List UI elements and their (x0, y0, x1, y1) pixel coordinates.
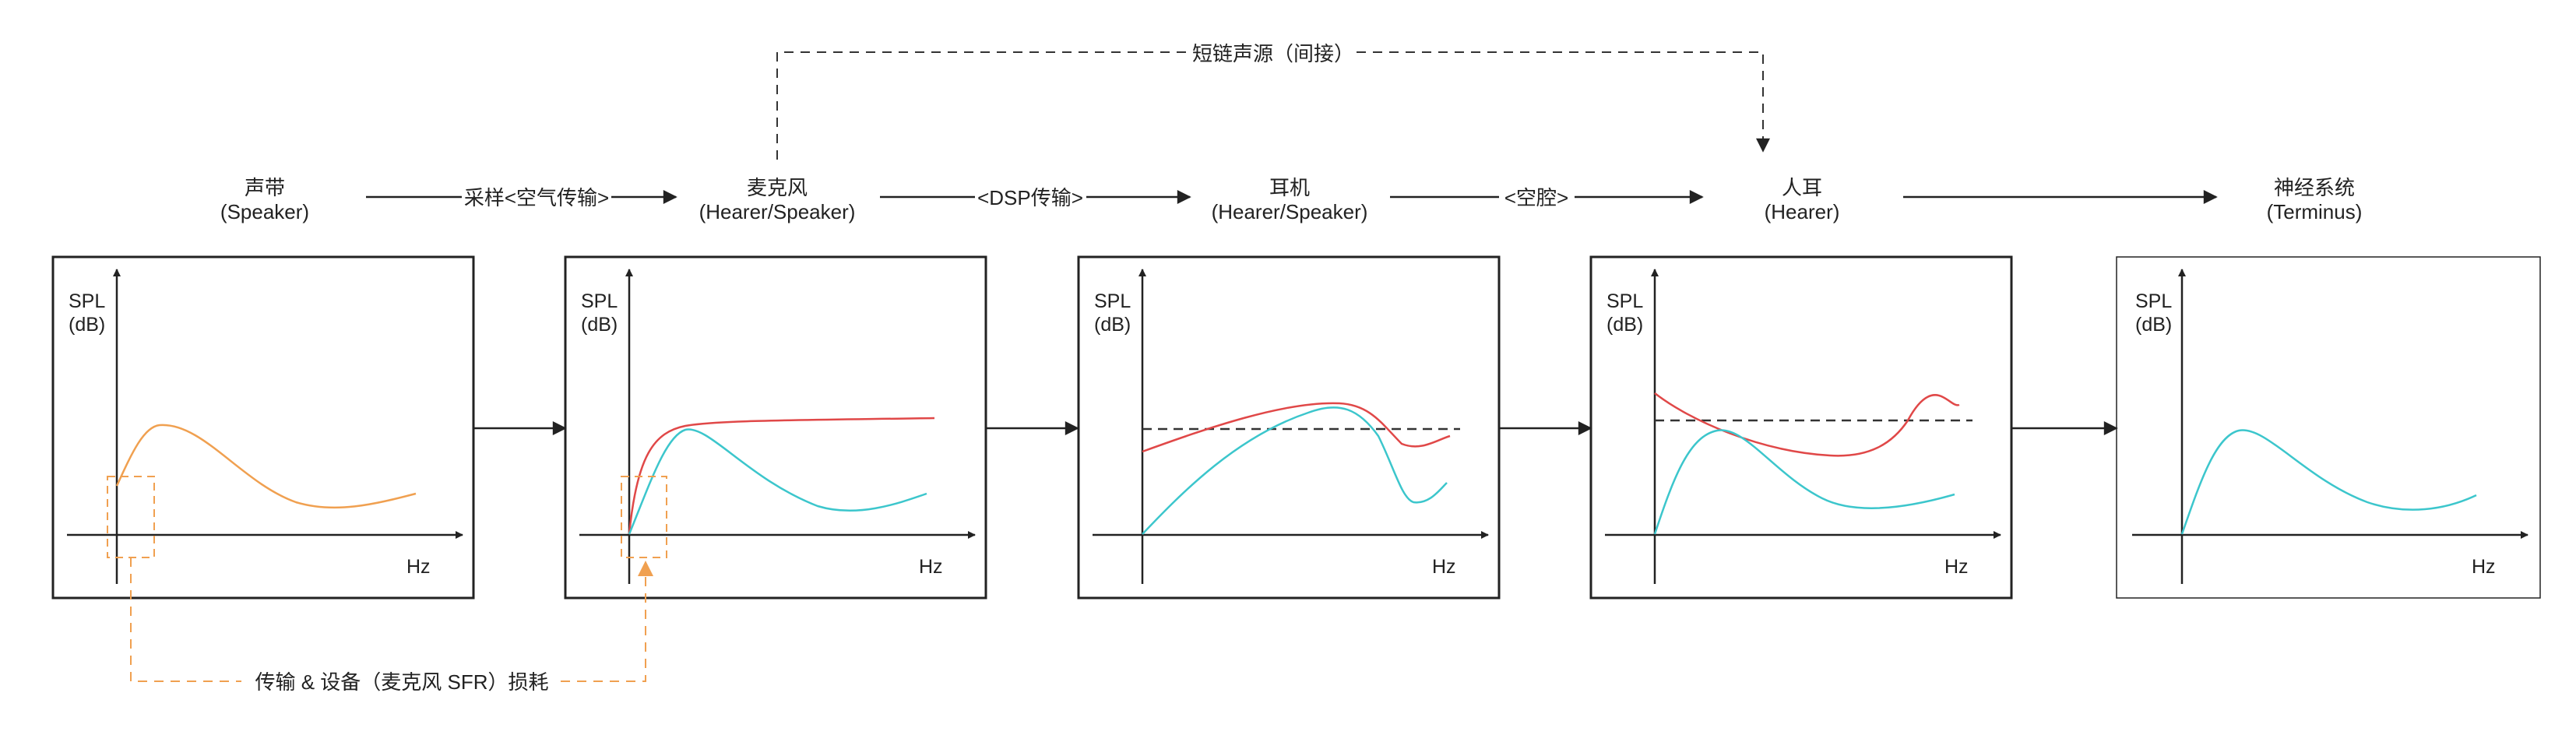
panel-3-curve-cyan (1142, 406, 1448, 535)
panel-3-frame (1077, 255, 1501, 600)
panel-2-frame (564, 255, 987, 600)
panel-2-y-label-1: SPL (581, 290, 618, 312)
panel-speaker: SPL (dB) Hz (51, 255, 475, 600)
panel-1-y-label-2: (dB) (69, 314, 105, 336)
short-chain-path: 短链声源（间接） (776, 42, 1770, 160)
panel-microphone: SPL (dB) Hz (564, 255, 987, 600)
panel-1-y-label-1: SPL (69, 290, 105, 312)
panel-3-curve-red (1142, 402, 1451, 453)
loss-path: 传输 & 设备（麦克风 SFR）损耗 (130, 557, 653, 694)
panel-2-curve-cyan (628, 428, 927, 535)
panel-3-y-label-2: (dB) (1094, 314, 1131, 336)
panel-5-y-label-2: (dB) (2135, 314, 2172, 336)
stage-3-name: 耳机 (1269, 176, 1310, 199)
connector-1: 采样<空气传输> (366, 186, 677, 209)
panel-4-frame (1589, 255, 2013, 600)
stage-1-name: 声带 (245, 176, 285, 199)
stage-1-sub: (Speaker) (220, 200, 309, 223)
panel-5-x-label: Hz (2472, 556, 2496, 578)
stage-3-sub: (Hearer/Speaker) (1212, 200, 1368, 223)
panel-4-y-label-2: (dB) (1606, 314, 1643, 336)
panel-1-frame (51, 255, 475, 600)
panel-headphone: SPL (dB) Hz (1077, 255, 1501, 600)
stage-2-sub: (Hearer/Speaker) (699, 200, 856, 223)
panel-4-curve-cyan (1653, 429, 1955, 535)
panel-5-frame (2116, 256, 2541, 599)
panel-4-x-label: Hz (1944, 556, 1969, 578)
stage-5-sub: (Terminus) (2267, 200, 2363, 223)
panel-3-y-label-1: SPL (1094, 290, 1131, 312)
panel-1-curve-orange (115, 424, 417, 509)
panel-5-y-label-1: SPL (2135, 290, 2172, 312)
stage-5-name: 神经系统 (2274, 176, 2355, 199)
panel-2-x-label: Hz (919, 556, 943, 578)
panel-nervous-system: SPL (dB) Hz (2116, 256, 2541, 599)
panel-5-curve-cyan (2180, 429, 2477, 535)
panel-1-x-label: Hz (406, 556, 431, 578)
panel-4-curve-red (1654, 392, 1960, 457)
stage-4-name: 人耳 (1782, 176, 1822, 199)
connector-3: <空腔> (1390, 186, 1704, 209)
panel-1-loss-box (107, 476, 155, 558)
connector-2-label: <DSP传输> (977, 186, 1083, 209)
panel-2-loss-box (621, 476, 667, 558)
panel-2-y-label-2: (dB) (581, 314, 618, 336)
panel-4-y-label-1: SPL (1606, 290, 1643, 312)
stage-2-name: 麦克风 (747, 176, 808, 199)
connector-1-label: 采样<空气传输> (464, 186, 609, 209)
connector-3-label: <空腔> (1504, 186, 1568, 209)
stage-4-sub: (Hearer) (1765, 200, 1840, 223)
panel-3-x-label: Hz (1432, 556, 1456, 578)
panel-2-curve-red (628, 417, 935, 535)
short-chain-label: 短链声源（间接） (1192, 42, 1354, 65)
panel-ear: SPL (dB) Hz (1589, 255, 2013, 600)
connector-2: <DSP传输> (880, 186, 1191, 209)
loss-path-label: 传输 & 设备（麦克风 SFR）损耗 (255, 670, 548, 694)
